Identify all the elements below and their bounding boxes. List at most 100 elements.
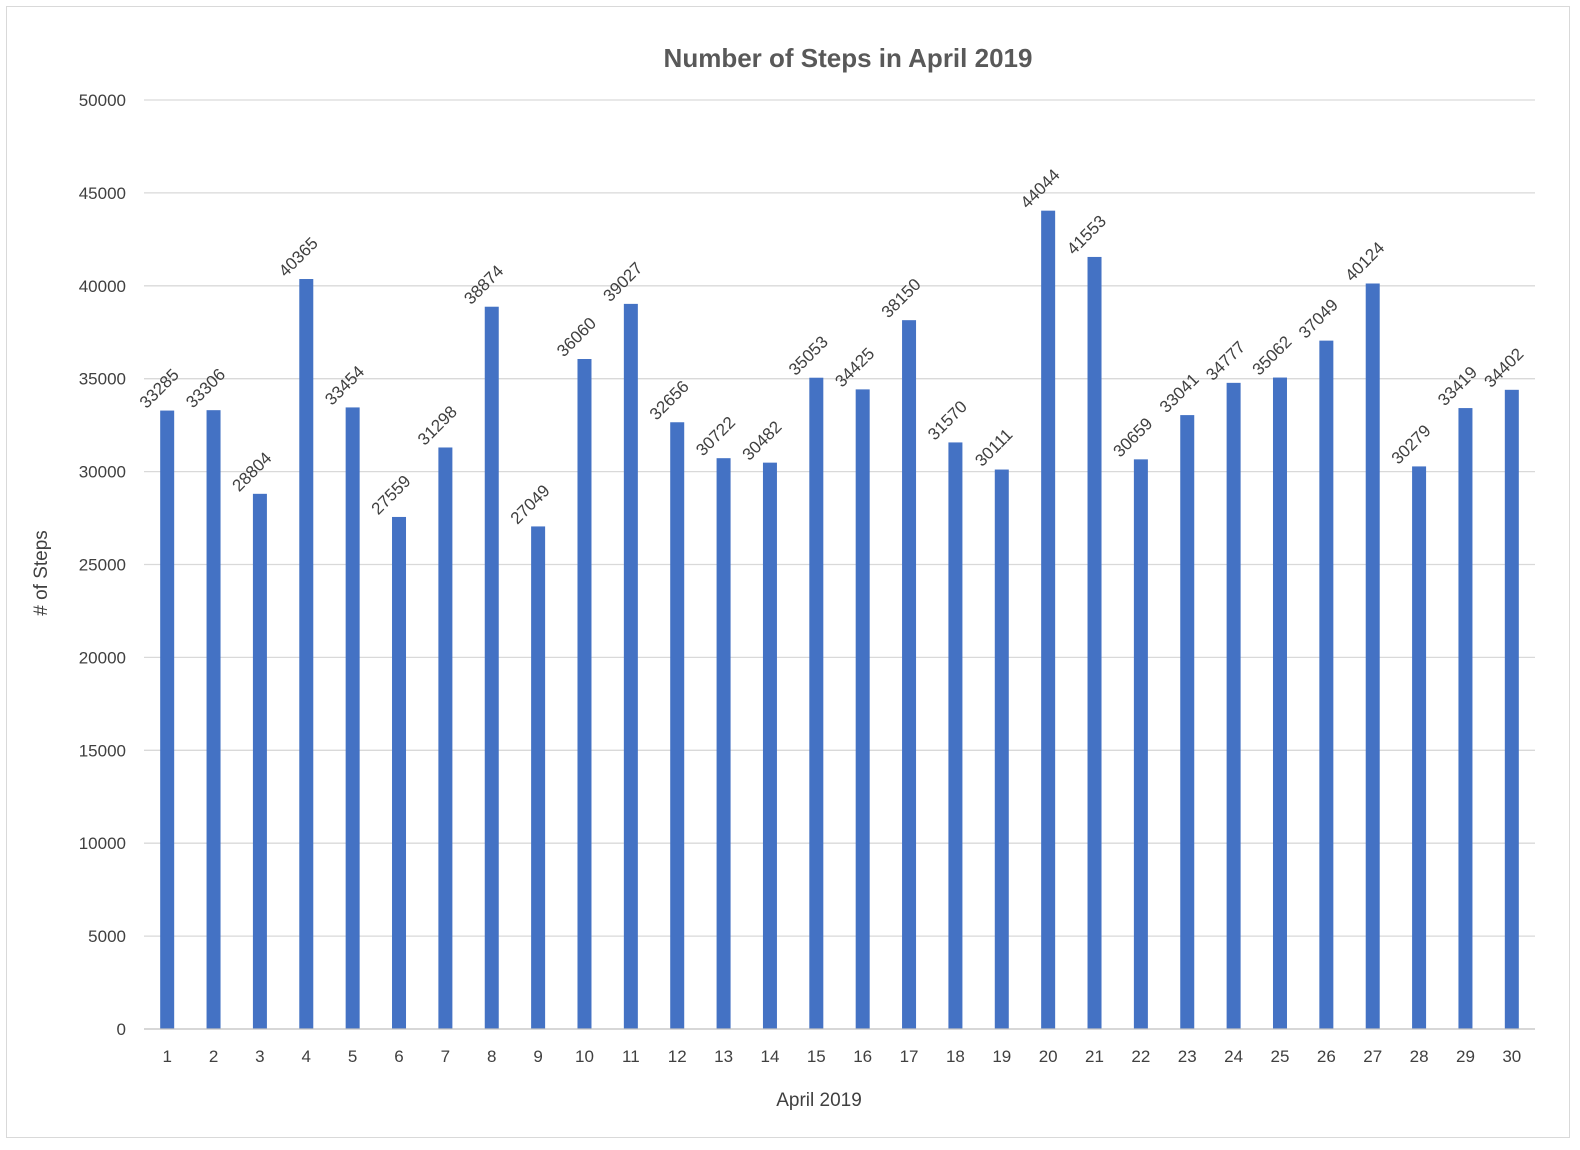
y-tick-label: 40000 xyxy=(79,277,126,296)
x-tick-label: 16 xyxy=(853,1047,872,1066)
x-tick-label: 26 xyxy=(1317,1047,1336,1066)
x-tick-label: 25 xyxy=(1271,1047,1290,1066)
data-label: 31298 xyxy=(414,402,461,449)
chart-frame: Number of Steps in April 2019 0 5000 10000… xyxy=(6,6,1570,1138)
x-tick-label: 5 xyxy=(348,1047,357,1066)
bar xyxy=(1365,283,1380,1029)
x-tick-label: 18 xyxy=(946,1047,965,1066)
y-tick-label: 0 xyxy=(117,1020,126,1039)
y-tick-label: 10000 xyxy=(79,834,126,853)
data-label: 34402 xyxy=(1480,344,1527,391)
bar xyxy=(670,422,685,1029)
x-tick-label: 7 xyxy=(441,1047,450,1066)
data-label: 35062 xyxy=(1249,332,1296,379)
data-label: 36060 xyxy=(553,314,600,361)
bar xyxy=(1133,459,1148,1029)
data-label: 38874 xyxy=(460,261,507,308)
bar xyxy=(345,407,360,1029)
x-tick-label: 24 xyxy=(1224,1047,1243,1066)
x-tick-label: 10 xyxy=(575,1047,594,1066)
y-tick-label: 20000 xyxy=(79,648,126,667)
bar xyxy=(577,359,592,1029)
bar xyxy=(762,462,777,1030)
data-label: 34777 xyxy=(1202,338,1249,385)
bar xyxy=(1458,408,1473,1030)
bar xyxy=(438,447,453,1029)
chart-title: Number of Steps in April 2019 xyxy=(664,43,1033,73)
data-label: 27049 xyxy=(507,481,554,528)
data-label: 38150 xyxy=(878,275,925,322)
bar xyxy=(1180,415,1195,1029)
x-tick-label: 1 xyxy=(162,1047,171,1066)
data-label: 37049 xyxy=(1295,295,1342,342)
data-label: 30279 xyxy=(1388,421,1435,468)
bar xyxy=(252,493,267,1030)
y-tick-label: 15000 xyxy=(79,741,126,760)
data-label: 33454 xyxy=(321,362,368,409)
data-label: 30659 xyxy=(1110,414,1157,461)
data-label: 31570 xyxy=(924,397,971,444)
x-tick-label: 23 xyxy=(1178,1047,1197,1066)
data-label: 40124 xyxy=(1341,238,1388,285)
data-label: 34425 xyxy=(831,344,878,391)
bar xyxy=(392,516,407,1029)
data-label: 33306 xyxy=(182,365,229,412)
data-label: 30111 xyxy=(971,425,1016,470)
x-axis-title: April 2019 xyxy=(776,1090,862,1111)
bar xyxy=(299,279,314,1029)
y-tick-label: 35000 xyxy=(79,370,126,389)
bar xyxy=(484,306,499,1029)
x-tick-label: 8 xyxy=(487,1047,496,1066)
x-tick-label: 30 xyxy=(1502,1047,1521,1066)
x-tick-label: 2 xyxy=(209,1047,218,1066)
bar xyxy=(623,303,638,1030)
x-tick-label: 3 xyxy=(255,1047,264,1066)
x-tick-label: 4 xyxy=(302,1047,311,1066)
bars xyxy=(160,210,1519,1030)
bar xyxy=(160,410,175,1029)
data-label: 32656 xyxy=(646,377,693,424)
x-tick-label: 13 xyxy=(714,1047,733,1066)
bar xyxy=(1319,340,1334,1029)
data-label: 44044 xyxy=(1017,165,1064,212)
x-tick-label: 14 xyxy=(760,1047,779,1066)
bar xyxy=(1226,382,1241,1029)
y-axis-title: # of Steps xyxy=(31,530,52,616)
bar xyxy=(531,526,546,1029)
x-tick-label: 27 xyxy=(1363,1047,1382,1066)
y-tick-label: 5000 xyxy=(88,927,126,946)
x-tick-label: 15 xyxy=(807,1047,826,1066)
x-tick-label: 17 xyxy=(900,1047,919,1066)
x-tick-label: 6 xyxy=(394,1047,403,1066)
x-tick-label: 21 xyxy=(1085,1047,1104,1066)
data-label: 33419 xyxy=(1434,363,1481,410)
bar xyxy=(1504,389,1519,1029)
y-tick-label: 25000 xyxy=(79,556,126,575)
x-axis-ticks: 1 2 3 4 5 6 7 8 9 10 11 12 13 14 15 16 17 18 19 20 21 22 23 24 2… xyxy=(162,1047,1521,1066)
data-label: 33041 xyxy=(1156,370,1203,417)
x-tick-label: 12 xyxy=(668,1047,687,1066)
x-tick-label: 29 xyxy=(1456,1047,1475,1066)
data-label: 30722 xyxy=(692,413,739,460)
data-label: 30482 xyxy=(739,417,786,464)
data-label: 40365 xyxy=(275,234,322,281)
y-tick-label: 50000 xyxy=(79,91,126,110)
bar xyxy=(994,469,1009,1030)
bar xyxy=(809,377,824,1029)
data-label: 39027 xyxy=(600,259,647,306)
bar xyxy=(902,320,917,1030)
bar xyxy=(1272,377,1287,1029)
y-tick-label: 30000 xyxy=(79,463,126,482)
x-tick-label: 19 xyxy=(992,1047,1011,1066)
x-tick-label: 20 xyxy=(1039,1047,1058,1066)
gridlines xyxy=(144,99,1535,937)
x-tick-label: 22 xyxy=(1131,1047,1150,1066)
bar xyxy=(206,410,221,1029)
y-tick-label: 45000 xyxy=(79,184,126,203)
bar xyxy=(1412,466,1427,1030)
data-label: 41553 xyxy=(1063,212,1110,259)
bar xyxy=(948,442,963,1029)
data-labels: 33285 33306288044036533454275593129838874… xyxy=(136,165,1528,528)
data-label: 33285 xyxy=(136,365,183,412)
steps-bar-chart: Number of Steps in April 2019 0 5000 10000… xyxy=(31,43,1535,1111)
